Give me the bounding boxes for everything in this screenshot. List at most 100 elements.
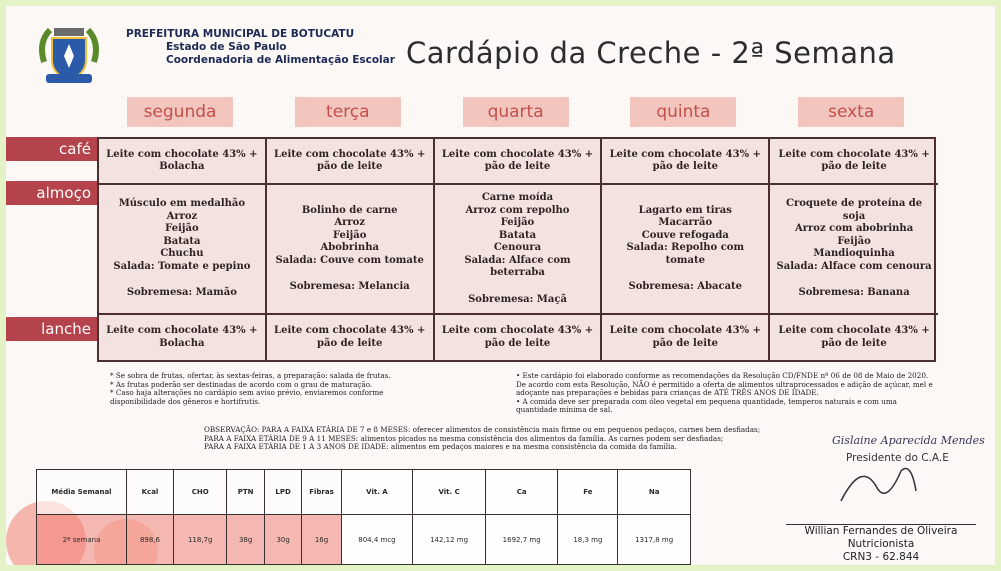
menu-item: Feijão <box>500 217 535 228</box>
dessert: Sobremesa: Banana <box>798 287 910 299</box>
menu-cell: Leite com chocolate 43% + pão de leite <box>267 315 435 360</box>
day-header: sexta <box>798 97 905 127</box>
stamp-line: Nutricionista <box>847 538 915 550</box>
menu-item: Arroz com abobrinha <box>795 223 914 235</box>
menu-grid: Leite com chocolate 43% + Bolacha Leite c… <box>97 137 938 362</box>
menu-item: Abobrinha <box>320 242 379 253</box>
dessert: Sobremesa: Mamão <box>126 287 237 299</box>
menu-item: Músculo em medalhão <box>118 198 246 210</box>
menu-item: Salada: Tomate e pepino <box>113 260 251 272</box>
organization-line: Estado de São Paulo <box>166 41 287 53</box>
menu-item: Lagarto em tiras <box>638 204 732 216</box>
organization-line: PREFEITURA MUNICIPAL DE BOTUCATU <box>126 28 355 40</box>
menu-cell: Carne moída Arroz com repolho Feijão Batata… <box>434 185 603 315</box>
menu-cell: Leite com chocolate 43% + Bolacha <box>99 315 267 360</box>
signature-name: Gislaine Aparecida Mendes <box>832 434 985 447</box>
day-header: quinta <box>630 97 737 127</box>
nutrition-value: 804,4 mcg <box>340 514 414 565</box>
note-line: * Se sobra de frutas, ofertar, às sextas… <box>110 371 391 380</box>
notes-right: • Este cardápio foi elaborado conforme a… <box>516 371 936 415</box>
nutrition-value: 2ª semana <box>36 514 127 565</box>
day-header: segunda <box>127 97 233 127</box>
nutrition-header: CHO <box>172 469 228 515</box>
menu-item: Croquete de proteína de soja <box>786 198 923 222</box>
menu-item: Leite com chocolate 43% + pão de leite <box>778 325 930 349</box>
menu-sheet: PREFEITURA MUNICIPAL DE BOTUCATU Estado d… <box>6 6 995 565</box>
menu-item: Leite com chocolate 43% + pão de leite <box>778 148 930 173</box>
menu-cell: Leite com chocolate 43% + pão de leite <box>770 315 938 360</box>
menu-item: Leite com chocolate 43% + pão de leite <box>609 325 761 349</box>
menu-cell: Leite com chocolate 43% + pão de leite <box>770 139 938 185</box>
nutrition-table: Média Semanal Kcal CHO PTN LPD Fibras Vit. A Vi… <box>36 469 691 565</box>
menu-item: Arroz <box>334 217 366 228</box>
nutritionist-stamp: Willian Fernandes de Oliveira Nutricionis… <box>786 524 976 564</box>
menu-item: Leite com chocolate 43% + pão de leite <box>274 325 426 349</box>
day-header: quarta <box>462 97 569 127</box>
menu-item: Feijão <box>837 235 871 247</box>
menu-title: Cardápio da Creche - 2ª Semana <box>406 36 896 70</box>
nutrition-value: 142,12 mg <box>412 514 486 565</box>
signature-role: Presidente do C.A.E <box>846 452 949 464</box>
menu-cell: Leite com chocolate 43% + pão de leite <box>434 139 603 185</box>
menu-item: Mandioquinha <box>813 248 895 260</box>
note-line: • A comida deve ser preparada com óleo v… <box>516 396 897 415</box>
menu-item: Feijão <box>165 223 199 235</box>
menu-item: Couve refogada <box>641 229 729 241</box>
note-line: PARA A FAIXA ETÁRIA DE 1 A 3 ANOS DE IDA… <box>204 442 677 452</box>
stamp-line: Willian Fernandes de Oliveira <box>804 525 958 537</box>
menu-cell: Leite com chocolate 43% + pão de leite <box>435 315 603 360</box>
nutrition-value: 1692,7 mg <box>484 514 559 565</box>
menu-item: Leite com chocolate 43% + pão de leite <box>609 148 761 173</box>
menu-cell: Leite com chocolate 43% + pão de leite <box>602 139 771 185</box>
menu-cell: Leite com chocolate 43% + pão de leite <box>266 139 435 185</box>
meal-label: lanche <box>6 317 97 341</box>
nutrition-header: Ca <box>484 469 559 515</box>
nutrition-header: Kcal <box>125 469 175 515</box>
nutrition-header: Fibras <box>301 469 342 515</box>
nutrition-value: 898,6 <box>125 514 175 565</box>
dessert: Sobremesa: Abacate <box>628 281 743 292</box>
nutrition-header: Vit. C <box>412 469 486 515</box>
nutrition-header: Na <box>617 469 691 515</box>
menu-cell: Leite com chocolate 43% + Bolacha <box>99 139 267 185</box>
menu-item: Cenoura <box>493 242 542 253</box>
menu-cell: Croquete de proteína de soja Arroz com ab… <box>770 185 938 315</box>
menu-cell: Músculo em medalhão Arroz Feijão Batata Chuc… <box>99 185 267 315</box>
note-line: * Caso haja alterações no cardápio sem a… <box>110 388 384 406</box>
menu-item: Leite com chocolate 43% + Bolacha <box>106 325 258 349</box>
nutrition-value: 16g <box>301 514 342 565</box>
nutrition-row: 2ª semana 898,6 118,7g 38g 30g 16g 804,4 mcg 14… <box>36 514 691 565</box>
stamp-line: CRN3 - 62.844 <box>842 551 920 563</box>
menu-item: Salada: Alface com beterraba <box>464 254 571 279</box>
meal-label: almoço <box>6 181 97 205</box>
menu-item: Batata <box>163 235 201 247</box>
nutrition-header: Vit. A <box>340 469 414 515</box>
menu-cell: Leite com chocolate 43% + pão de leite <box>602 315 771 360</box>
note-line: * As frutas poderão ser destinadas de ac… <box>110 379 373 389</box>
menu-item: Arroz com repolho <box>465 204 570 216</box>
nutrition-value: 1317,8 mg <box>617 514 691 565</box>
nutrition-value: 38g <box>226 514 265 565</box>
menu-item: Salada: Couve com tomate <box>275 254 424 266</box>
nutrition-value: 30g <box>263 514 303 565</box>
city-crest <box>39 27 99 83</box>
nutrition-header-row: Média Semanal Kcal CHO PTN LPD Fibras Vit. A Vi… <box>36 469 691 515</box>
menu-item: Feijão <box>332 229 367 241</box>
organization: PREFEITURA MUNICIPAL DE BOTUCATU Estado d… <box>126 28 396 67</box>
note-line: OBSERVAÇÃO: PARA A FAIXA ETÁRIA DE 7 e 8… <box>204 425 761 434</box>
menu-item: Macarrão <box>658 217 713 228</box>
menu-item: Arroz <box>166 210 198 222</box>
menu-cell: Bolinho de carne Arroz Feijão Abobrinha Sala… <box>266 185 435 315</box>
handwritten-signature <box>840 467 917 502</box>
nutrition-header: Média Semanal <box>36 469 127 515</box>
menu-item: Salada: Repolho com tomate <box>626 242 745 266</box>
day-header: terça <box>294 97 401 127</box>
menu-item: Leite com chocolate 43% + pão de leite <box>441 325 594 349</box>
menu-item: Leite com chocolate 43% + Bolacha <box>106 148 258 173</box>
menu-item: Batata <box>498 229 537 241</box>
menu-item: Chuchu <box>160 248 204 260</box>
dessert: Sobremesa: Maçã <box>468 293 567 305</box>
nutrition-header: LPD <box>263 469 303 515</box>
notes-left: * Se sobra de frutas, ofertar, às sextas… <box>110 371 430 406</box>
